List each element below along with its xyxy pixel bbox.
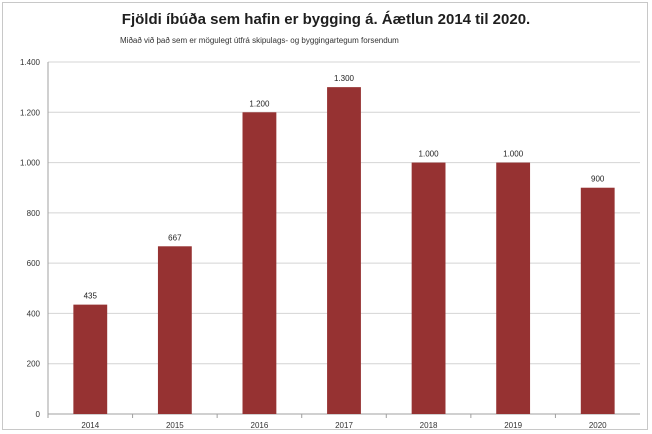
- bar-2018: [411, 162, 446, 414]
- x-tick-label: 2015: [166, 421, 184, 430]
- y-tick-label: 600: [27, 259, 41, 268]
- x-tick-label: 2014: [81, 421, 99, 430]
- bar-2016: [242, 112, 277, 415]
- chart-subtitle: Miðað við það sem er mögulegt útfrá skip…: [120, 36, 399, 45]
- x-tick-label: 2017: [335, 421, 353, 430]
- data-label: 1.300: [334, 74, 355, 83]
- x-tick-label: 2019: [504, 421, 522, 430]
- chart-frame: [2, 2, 648, 430]
- y-tick-label: 0: [36, 410, 41, 419]
- bar-2019: [496, 162, 531, 414]
- bar-2017: [327, 87, 361, 415]
- x-tick-label: 2020: [589, 421, 607, 430]
- data-label: 1.000: [503, 150, 524, 159]
- chart-title: Fjöldi íbúða sem hafin er bygging á. Áæt…: [121, 11, 531, 28]
- y-tick-label: 1.000: [20, 159, 41, 168]
- bar-2020: [580, 187, 615, 414]
- y-tick-label: 200: [27, 360, 41, 369]
- data-label: 667: [168, 233, 182, 242]
- bar-2014: [73, 304, 108, 414]
- data-label: 1.200: [249, 99, 270, 108]
- x-tick-label: 2016: [251, 421, 269, 430]
- data-label: 435: [84, 292, 98, 301]
- data-label: 900: [591, 175, 605, 184]
- bar-2015: [157, 246, 192, 414]
- y-tick-label: 800: [27, 209, 41, 218]
- y-tick-label: 400: [27, 309, 41, 318]
- y-tick-label: 1.200: [20, 108, 41, 117]
- data-label: 1.000: [419, 150, 440, 159]
- y-tick-label: 1.400: [20, 58, 41, 67]
- x-tick-label: 2018: [420, 421, 438, 430]
